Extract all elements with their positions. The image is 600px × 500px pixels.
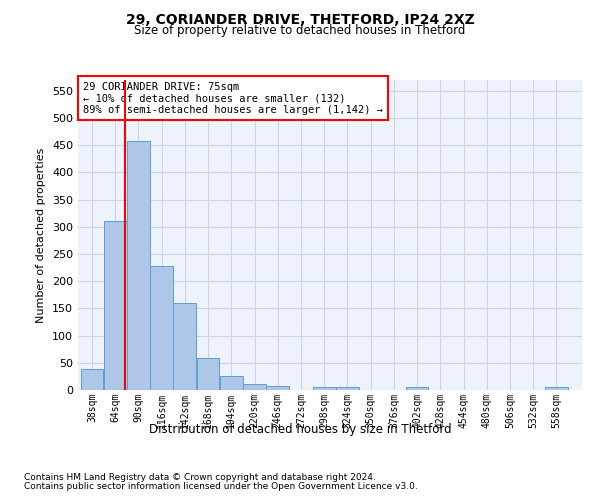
Bar: [313, 388, 335, 390]
Bar: [80, 370, 103, 390]
Text: Contains public sector information licensed under the Open Government Licence v3: Contains public sector information licen…: [24, 482, 418, 491]
Text: Contains HM Land Registry data © Crown copyright and database right 2024.: Contains HM Land Registry data © Crown c…: [24, 472, 376, 482]
Bar: [266, 386, 289, 390]
Bar: [104, 221, 127, 390]
Text: Distribution of detached houses by size in Thetford: Distribution of detached houses by size …: [149, 422, 451, 436]
Bar: [243, 384, 266, 390]
Bar: [406, 388, 428, 390]
Text: Size of property relative to detached houses in Thetford: Size of property relative to detached ho…: [134, 24, 466, 37]
Bar: [197, 358, 220, 390]
Text: 29, CORIANDER DRIVE, THETFORD, IP24 2XZ: 29, CORIANDER DRIVE, THETFORD, IP24 2XZ: [125, 12, 475, 26]
Bar: [545, 388, 568, 390]
Text: 29 CORIANDER DRIVE: 75sqm
← 10% of detached houses are smaller (132)
89% of semi: 29 CORIANDER DRIVE: 75sqm ← 10% of detac…: [83, 82, 383, 115]
Bar: [220, 376, 242, 390]
Bar: [336, 386, 359, 390]
Bar: [150, 266, 173, 390]
Bar: [173, 303, 196, 390]
Bar: [127, 142, 150, 390]
Y-axis label: Number of detached properties: Number of detached properties: [37, 148, 46, 322]
